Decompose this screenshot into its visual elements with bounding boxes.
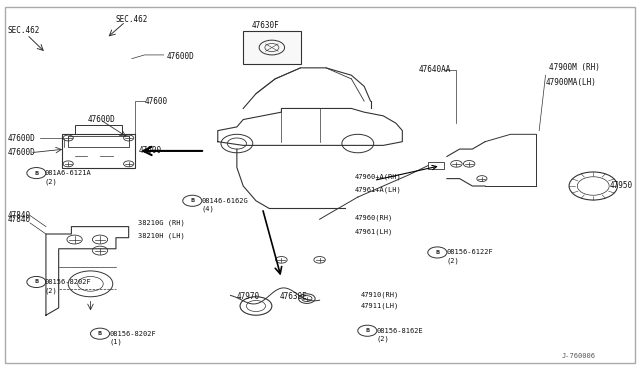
Text: (4): (4) [202, 206, 214, 212]
Text: SEC.462: SEC.462 [116, 15, 148, 24]
Text: B: B [435, 250, 440, 255]
Text: (2): (2) [45, 287, 58, 294]
Text: 47640AA: 47640AA [419, 65, 451, 74]
Text: 08156-6122F: 08156-6122F [447, 250, 493, 256]
Text: (2): (2) [377, 336, 390, 342]
Text: 47910(RH): 47910(RH) [361, 292, 399, 298]
Text: 47970: 47970 [237, 292, 260, 301]
Text: 47960(RH): 47960(RH) [355, 214, 393, 221]
Text: 47600: 47600 [145, 97, 168, 106]
Text: B: B [35, 171, 38, 176]
Text: 47600D: 47600D [87, 115, 115, 124]
Text: B: B [365, 328, 369, 333]
Text: 47840: 47840 [8, 215, 31, 224]
Text: 47961(LH): 47961(LH) [355, 229, 393, 235]
Text: (2): (2) [45, 178, 58, 185]
Text: 47600D: 47600D [167, 52, 195, 61]
Text: 47840: 47840 [8, 211, 31, 220]
Text: 08156-8162E: 08156-8162E [377, 328, 424, 334]
Bar [62, 134, 135, 167]
Text: 38210G (RH): 38210G (RH) [138, 220, 185, 226]
Bar [75, 125, 122, 134]
Text: 47900MA(LH): 47900MA(LH) [545, 78, 596, 87]
Text: B: B [190, 198, 195, 203]
Text: B: B [98, 331, 102, 336]
Text: 47630E: 47630E [280, 292, 307, 301]
Text: B: B [35, 279, 38, 285]
Text: 08156-8202F: 08156-8202F [45, 279, 92, 285]
Text: (1): (1) [109, 339, 122, 345]
Text: 47630F: 47630F [252, 21, 280, 30]
Bar [68, 136, 129, 147]
Text: 38210H (LH): 38210H (LH) [138, 232, 185, 239]
Text: J-760006: J-760006 [561, 353, 595, 359]
Text: 47600D: 47600D [8, 134, 35, 142]
Text: 47911(LH): 47911(LH) [361, 303, 399, 309]
Text: 47950: 47950 [609, 182, 632, 190]
Text: 47961+A(LH): 47961+A(LH) [355, 186, 401, 193]
Text: 47960+A(RH): 47960+A(RH) [355, 173, 401, 180]
Text: 47900M (RH): 47900M (RH) [548, 63, 600, 72]
Bar [243, 31, 301, 64]
Text: (2): (2) [447, 257, 460, 264]
Text: SEC.462: SEC.462 [8, 26, 40, 35]
Text: 08146-6162G: 08146-6162G [202, 198, 248, 204]
Text: 47600: 47600 [138, 147, 161, 155]
Bar [428, 162, 444, 169]
Text: 081A6-6121A: 081A6-6121A [45, 170, 92, 176]
Text: 08156-8202F: 08156-8202F [109, 331, 156, 337]
Text: 47600D: 47600D [8, 148, 35, 157]
